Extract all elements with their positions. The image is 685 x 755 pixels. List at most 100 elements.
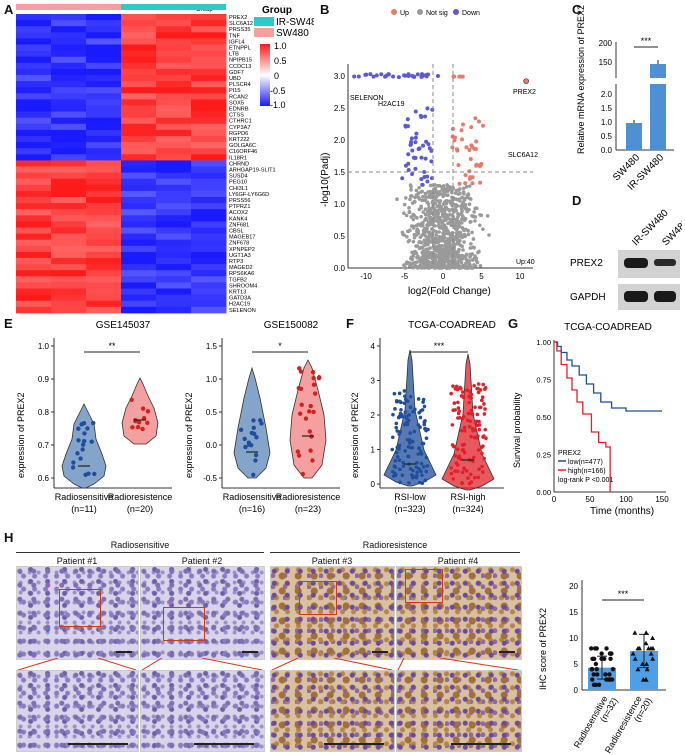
qpcr-tick-0: 0.0 xyxy=(601,146,613,155)
volcano-point-notsig xyxy=(463,202,468,207)
violin-point xyxy=(393,465,398,470)
ihc-zoom-box-p3 xyxy=(299,581,337,615)
heatmap-cell xyxy=(86,75,122,82)
panel-label-c: C xyxy=(572,2,582,17)
heatmap-cell xyxy=(51,117,87,125)
heatmap-cell xyxy=(51,105,87,113)
violin-group-label: RSI-high xyxy=(450,492,485,502)
violin-point xyxy=(417,410,421,415)
volcano-point-up xyxy=(463,173,468,178)
volcano-point-notsig xyxy=(437,230,441,234)
heatmap-cell xyxy=(86,105,122,113)
heatmap-cell xyxy=(51,20,87,27)
heatmap-cell xyxy=(121,203,157,210)
volcano-point-notsig xyxy=(439,224,444,229)
volcano-point-down xyxy=(400,176,405,181)
heatmap-cell xyxy=(51,56,87,64)
gene-label: ZNF681 xyxy=(229,222,249,228)
heatmap-cell xyxy=(156,197,192,204)
volcano-point-notsig xyxy=(427,210,432,215)
panel-label-h: H xyxy=(4,530,14,545)
heatmap-cell xyxy=(86,148,122,155)
scalebar-p1-high xyxy=(68,743,128,745)
volcano-point-notsig xyxy=(444,198,449,203)
heatmap-cell xyxy=(86,20,122,27)
volcano-point-down xyxy=(436,74,441,79)
volcano-point-up xyxy=(469,143,474,148)
violin-point xyxy=(394,473,398,477)
heatmap-cell xyxy=(156,142,192,149)
volcano-point-notsig xyxy=(411,217,416,222)
heatmap-cell xyxy=(51,50,87,58)
volcano-point-notsig xyxy=(420,189,424,194)
scale-tick-0: 0 xyxy=(274,71,279,81)
heatmap-cell xyxy=(121,32,157,39)
heatmap-cell xyxy=(121,160,157,167)
legend-down: Down xyxy=(462,10,480,17)
volcano-point-notsig xyxy=(461,190,466,194)
violin-ytick: 0.7 xyxy=(38,441,50,450)
heatmap-cell xyxy=(156,68,192,76)
gene-label: IGFL4 xyxy=(229,39,245,45)
heatmap-cell xyxy=(121,172,157,180)
heatmap-cell xyxy=(16,105,52,113)
ihc-point-sensitive xyxy=(602,656,607,661)
violin-point xyxy=(457,454,462,459)
heatmap-cell xyxy=(16,166,52,174)
gene-label: CTHRC1 xyxy=(229,119,252,125)
ihc-point-sensitive xyxy=(594,667,599,672)
violin-ytick: 1.0 xyxy=(38,342,50,351)
volcano-point-down xyxy=(425,179,430,184)
heatmap-cell xyxy=(191,56,227,64)
violin-point xyxy=(474,436,479,440)
volcano-point-notsig xyxy=(452,225,457,229)
violin-point xyxy=(416,397,421,401)
ihc-patient-2: Patient #2 xyxy=(181,556,223,566)
violin-point xyxy=(297,411,303,416)
violin-point xyxy=(307,429,313,434)
violin-point xyxy=(92,471,97,477)
volcano-point-notsig xyxy=(437,250,441,255)
volcano-point-notsig xyxy=(478,223,482,228)
panel-label-b: B xyxy=(320,2,330,17)
group-bar-col-2 xyxy=(86,4,121,10)
volcano-point-down xyxy=(406,73,411,78)
volcano-point-notsig xyxy=(407,264,412,268)
volcano-point-notsig xyxy=(443,248,448,252)
volcano-xtick: -10 xyxy=(360,272,372,281)
violin-point xyxy=(459,457,463,461)
volcano-point-notsig xyxy=(440,212,445,217)
heatmap-cell xyxy=(121,294,157,302)
violin-point xyxy=(140,426,145,432)
volcano-point-notsig xyxy=(463,205,468,210)
heatmap-cell xyxy=(191,221,227,228)
volcano-point-down xyxy=(403,73,408,78)
volcano-point-notsig xyxy=(467,258,472,263)
volcano-point-notsig xyxy=(414,223,419,228)
ihc-ytick: 5 xyxy=(574,660,579,669)
heatmap-cell xyxy=(86,123,122,131)
km-y-ticks: 0.00 0.25 0.50 0.75 1.00 xyxy=(536,338,551,497)
panel-label-d: D xyxy=(572,193,582,208)
violin-point xyxy=(403,397,408,402)
violin-point xyxy=(477,419,481,424)
violin-point xyxy=(397,458,402,463)
legend-dot-notsig xyxy=(417,9,423,15)
heatmap-cell xyxy=(156,62,192,70)
violin-point xyxy=(410,439,415,444)
volcano-point-down xyxy=(409,139,414,144)
violin-point xyxy=(468,395,473,400)
volcano-point-down xyxy=(413,166,418,171)
volcano-point-up xyxy=(461,122,466,127)
volcano-point-notsig xyxy=(430,256,434,261)
gene-label: XPNPEP2 xyxy=(229,247,255,253)
heatmap-cell xyxy=(51,190,87,198)
violin-point xyxy=(419,461,424,466)
heatmap-cell xyxy=(86,294,122,302)
heatmap-cell xyxy=(156,184,192,192)
volcano-point-notsig xyxy=(455,203,460,208)
volcano-point-notsig xyxy=(411,226,416,230)
ihc-point-sensitive xyxy=(603,672,608,677)
volcano-point-notsig xyxy=(432,206,437,211)
violin-group-n: (n=324) xyxy=(452,504,483,514)
